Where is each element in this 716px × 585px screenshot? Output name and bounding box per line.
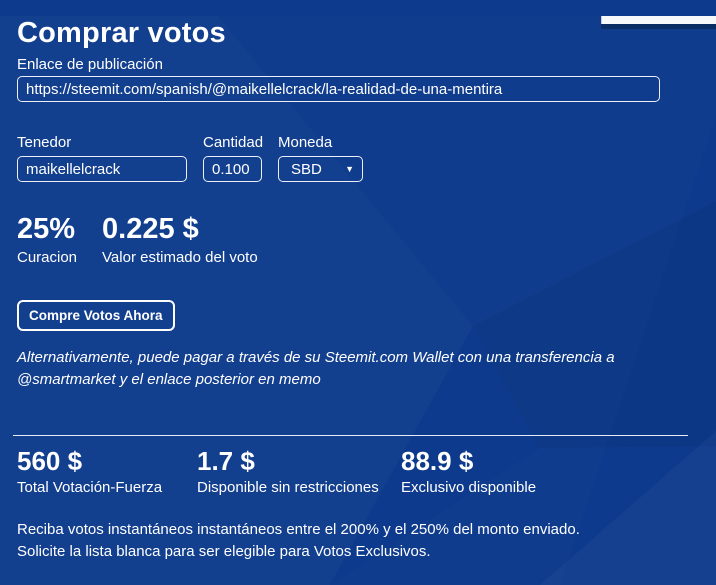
- stat-total-voting-power: 560 $ Total Votación-Fuerza: [17, 446, 197, 497]
- stats-row: 560 $ Total Votación-Fuerza 1.7 $ Dispon…: [17, 446, 699, 497]
- form-fields-row: Tenedor Cantidad Moneda SBD ▼: [17, 134, 699, 182]
- alt-payment-note: Alternativamente, puede pagar a través d…: [17, 347, 699, 391]
- publication-link-input[interactable]: [17, 76, 660, 102]
- moneda-label: Moneda: [278, 134, 333, 151]
- buy-votes-panel: Comprar votos Enlace de publicación Tene…: [0, 16, 716, 563]
- stat-label: Disponible sin restricciones: [197, 479, 379, 496]
- tenedor-input[interactable]: [17, 156, 187, 182]
- curation-percent-value: 25%: [17, 213, 76, 245]
- alt-payment-line1: Alternativamente, puede pagar a través d…: [17, 349, 615, 366]
- stat-value: 560 $: [17, 446, 83, 476]
- footer-note: Reciba votos instantáneos instantáneos e…: [17, 519, 699, 563]
- stat-label: Total Votación-Fuerza: [17, 479, 163, 496]
- footer-line2: Solicite la lista blanca para ser elegib…: [17, 543, 431, 560]
- tenedor-field-group: Tenedor: [17, 134, 187, 182]
- overlay-dark-band: [601, 24, 716, 29]
- cantidad-field-group: Cantidad: [203, 134, 264, 182]
- section-divider: [13, 435, 688, 436]
- publication-link-label: Enlace de publicación: [17, 56, 163, 73]
- moneda-select-wrap: SBD ▼: [278, 156, 363, 182]
- curation-estimate: 25% Curacion: [17, 213, 77, 267]
- vote-value: 0.225 $: [102, 213, 199, 245]
- buy-votes-button[interactable]: Compre Votos Ahora: [17, 300, 175, 331]
- overlay-white-box: [601, 16, 716, 24]
- stat-value: 1.7 $: [197, 446, 255, 476]
- alt-payment-line2: @smartmarket y el enlace posterior en me…: [17, 371, 321, 388]
- page-title: Comprar votos: [17, 17, 226, 49]
- tenedor-label: Tenedor: [17, 134, 72, 151]
- moneda-field-group: Moneda SBD ▼: [278, 134, 363, 182]
- moneda-select[interactable]: SBD: [278, 156, 363, 182]
- stat-available-unrestricted: 1.7 $ Disponible sin restricciones: [197, 446, 401, 497]
- stat-label: Exclusivo disponible: [401, 479, 537, 496]
- footer-line1: Reciba votos instantáneos instantáneos e…: [17, 521, 580, 538]
- cantidad-input[interactable]: [203, 156, 262, 182]
- cantidad-label: Cantidad: [203, 134, 264, 151]
- curation-label: Curacion: [17, 249, 78, 266]
- stat-value: 88.9 $: [401, 446, 474, 476]
- vote-value-label: Valor estimado del voto: [102, 249, 258, 266]
- stat-exclusive-available: 88.9 $ Exclusivo disponible: [401, 446, 536, 497]
- vote-value-estimate: 0.225 $ Valor estimado del voto: [102, 213, 258, 267]
- estimate-row: 25% Curacion 0.225 $ Valor estimado del …: [17, 213, 699, 267]
- browser-overlay-fragment: [601, 16, 716, 29]
